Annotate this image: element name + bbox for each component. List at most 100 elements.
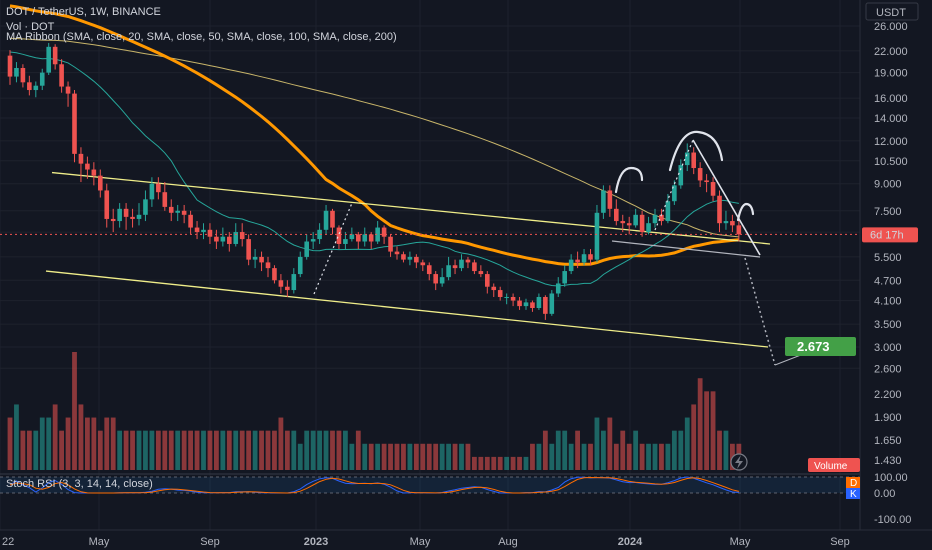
volume-bar [484, 456, 490, 470]
volume-bar [214, 430, 219, 470]
volume-bar [530, 443, 535, 470]
candle-body [601, 190, 606, 213]
currency-badge[interactable] [865, 2, 919, 21]
candle-body [304, 241, 309, 257]
candle-body [239, 232, 245, 240]
candle-body [104, 190, 110, 219]
candle-body [633, 214, 638, 226]
volume-bar [85, 417, 90, 470]
volume-bar [426, 443, 432, 470]
chart-legend: DOT / TetherUS, 1W, BINANCE Vol · DOT MA… [6, 6, 397, 490]
volume-bar [652, 443, 658, 470]
volume-bar [555, 430, 561, 470]
candle-body [562, 271, 567, 284]
volume-bar [542, 430, 548, 470]
volume-bar [304, 430, 310, 470]
candle-body [555, 283, 561, 294]
volume-bar [646, 443, 651, 470]
volume-bar [446, 443, 451, 470]
candle-body [575, 259, 580, 263]
trend-line [692, 139, 761, 256]
candle-body [265, 262, 271, 269]
price-tick-label: 5.500 [874, 252, 902, 264]
stoch-k-badge [846, 488, 860, 499]
volume-bar [123, 430, 129, 470]
candle-body [330, 210, 335, 228]
channel-lower-line [45, 270, 769, 348]
symbol-title[interactable]: DOT / TetherUS, 1W, BINANCE [6, 6, 161, 18]
volume-bar [633, 430, 639, 470]
volume-bar [607, 417, 613, 470]
candles [7, 42, 742, 320]
volume-bar [613, 443, 619, 470]
volume-bar [33, 430, 39, 470]
lightning-icon[interactable] [730, 453, 748, 471]
price-tick-label: 10.500 [874, 156, 908, 168]
volume-bar [117, 430, 123, 470]
volume-bar [407, 443, 413, 470]
volume-bar [665, 443, 671, 470]
price-tick-label: 9.000 [874, 179, 902, 191]
volume-bar [104, 417, 110, 470]
candle-body [517, 300, 522, 307]
price-axis[interactable]: USDT 26.000 22.000 19.000 16.000 14.000 12.00… [808, 0, 932, 530]
candle-body [220, 236, 226, 242]
volume-bar [549, 443, 555, 470]
volume-bar [310, 430, 316, 470]
volume-bar [588, 443, 593, 470]
candle-body [149, 183, 155, 200]
volume-bar [594, 417, 600, 470]
candle-body [72, 93, 77, 154]
left-shoulder-arc [614, 166, 644, 194]
candle-body [162, 192, 168, 207]
candle-body [20, 68, 26, 83]
volume-indicator-title[interactable]: Vol · DOT [6, 21, 55, 33]
target-value: 2.673 [797, 339, 830, 354]
volume-bar [639, 443, 645, 470]
stoch-tick-label: 0.00 [874, 488, 895, 500]
candle-body [59, 64, 64, 87]
volume-bar [433, 443, 439, 470]
volume-bar [568, 443, 574, 470]
time-axis[interactable]: 22 May Sep 2023 May Aug 2024 May Sep [0, 529, 932, 548]
volume-bar [697, 378, 703, 470]
volume-bar [575, 430, 580, 470]
volume-bar [459, 443, 464, 470]
volume-bar [523, 456, 529, 470]
candle-body [65, 86, 71, 94]
candle-body [98, 175, 103, 191]
candle-body [639, 214, 645, 233]
volume-bar [259, 430, 264, 470]
target-label: 2.673 [774, 337, 856, 366]
volume-bar [207, 430, 213, 470]
candle-body [439, 277, 445, 284]
volume-bar [143, 430, 148, 470]
head-arc [668, 130, 724, 172]
stoch-rsi-title[interactable]: Stoch RSI (3, 3, 14, 14, close) [6, 478, 153, 490]
candle-body [407, 256, 413, 260]
candle-body [317, 229, 322, 240]
candle-body [168, 206, 174, 213]
candle-body [362, 234, 368, 242]
ma-100-line [9, 37, 739, 238]
candle-body [672, 185, 677, 202]
candle-body [85, 163, 90, 170]
candle-body [659, 214, 664, 222]
candle-body [420, 262, 426, 266]
candle-body [704, 180, 709, 183]
ma-ribbon-title[interactable]: MA Ribbon (SMA, close, 20, SMA, close, 5… [6, 31, 397, 43]
candle-body [549, 293, 555, 314]
candle-body [156, 183, 161, 193]
candle-body [214, 236, 219, 242]
volume-bar [291, 430, 297, 470]
time-tick-label: Aug [498, 536, 518, 548]
volume-bar [336, 430, 342, 470]
candle-body [723, 221, 729, 224]
candle-body [349, 234, 355, 240]
stoch-rsi-pane [0, 473, 860, 494]
candle-body [433, 274, 438, 284]
volume-bar [504, 456, 510, 470]
current-price-countdown: 6d 17h [870, 229, 904, 241]
volume-bar [581, 443, 587, 470]
